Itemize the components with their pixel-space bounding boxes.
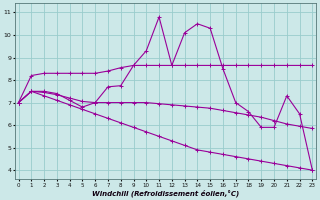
- X-axis label: Windchill (Refroidissement éolien,°C): Windchill (Refroidissement éolien,°C): [92, 189, 239, 197]
